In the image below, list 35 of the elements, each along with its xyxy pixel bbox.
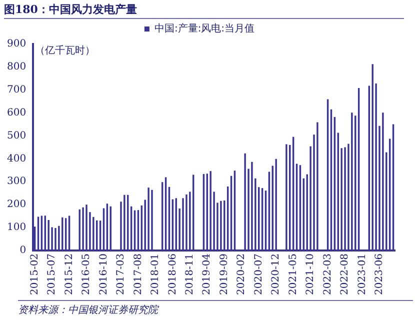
x-tick-label: 2019-04	[202, 253, 213, 296]
x-tick-label: 2023-01	[356, 253, 368, 296]
y-tick-label: 900	[6, 38, 26, 50]
x-tick-label: 2015-12	[64, 253, 75, 296]
x-tick-label: 2020-07	[253, 253, 264, 296]
x-tick-label: 2016-05	[81, 253, 92, 296]
y-axis-title: （亿千瓦时）	[35, 44, 96, 57]
x-tick-label: 2021-05	[288, 253, 299, 296]
x-tick-label: 2020-02	[236, 253, 248, 296]
x-tick-label: 2022-03	[322, 253, 334, 296]
y-tick-label: 600	[6, 107, 26, 118]
y-tick-label: 700	[6, 84, 26, 96]
text: 资料来源：中国银河证券研究院	[18, 300, 413, 317]
y-tick-label: 200	[6, 199, 26, 210]
x-tick-label: 2016-10	[98, 253, 110, 296]
legend-label: 中国:产量:风电:当月值	[154, 22, 255, 35]
y-tick-label: 300	[6, 176, 26, 188]
y-tick-label: 800	[6, 62, 26, 73]
x-tick-label: 2022-08	[340, 253, 351, 296]
x-tick-label: 2018-11	[184, 253, 196, 296]
x-tick-label: 2017-03	[116, 253, 127, 296]
x-tick-label: 2020-12	[270, 253, 282, 296]
x-tick-label: 2018-01	[150, 253, 162, 296]
y-tick-label: 400	[6, 153, 26, 164]
x-tick-label: 2023-06	[374, 253, 386, 296]
x-tick-label: 2015-02	[29, 253, 40, 296]
x-tick-label: 2018-06	[167, 253, 178, 296]
x-tick-label: 2021-10	[305, 253, 316, 296]
x-tick-label: 2017-08	[132, 253, 144, 296]
y-tick-label: 100	[6, 222, 26, 234]
y-tick-label: 500	[6, 130, 26, 142]
y-tick-label: 0	[20, 245, 26, 256]
x-tick-label: 2019-09	[218, 253, 230, 296]
x-tick-label: 2015-07	[46, 253, 58, 296]
chart-title: 图180：中国风力发电产量	[4, 2, 404, 19]
